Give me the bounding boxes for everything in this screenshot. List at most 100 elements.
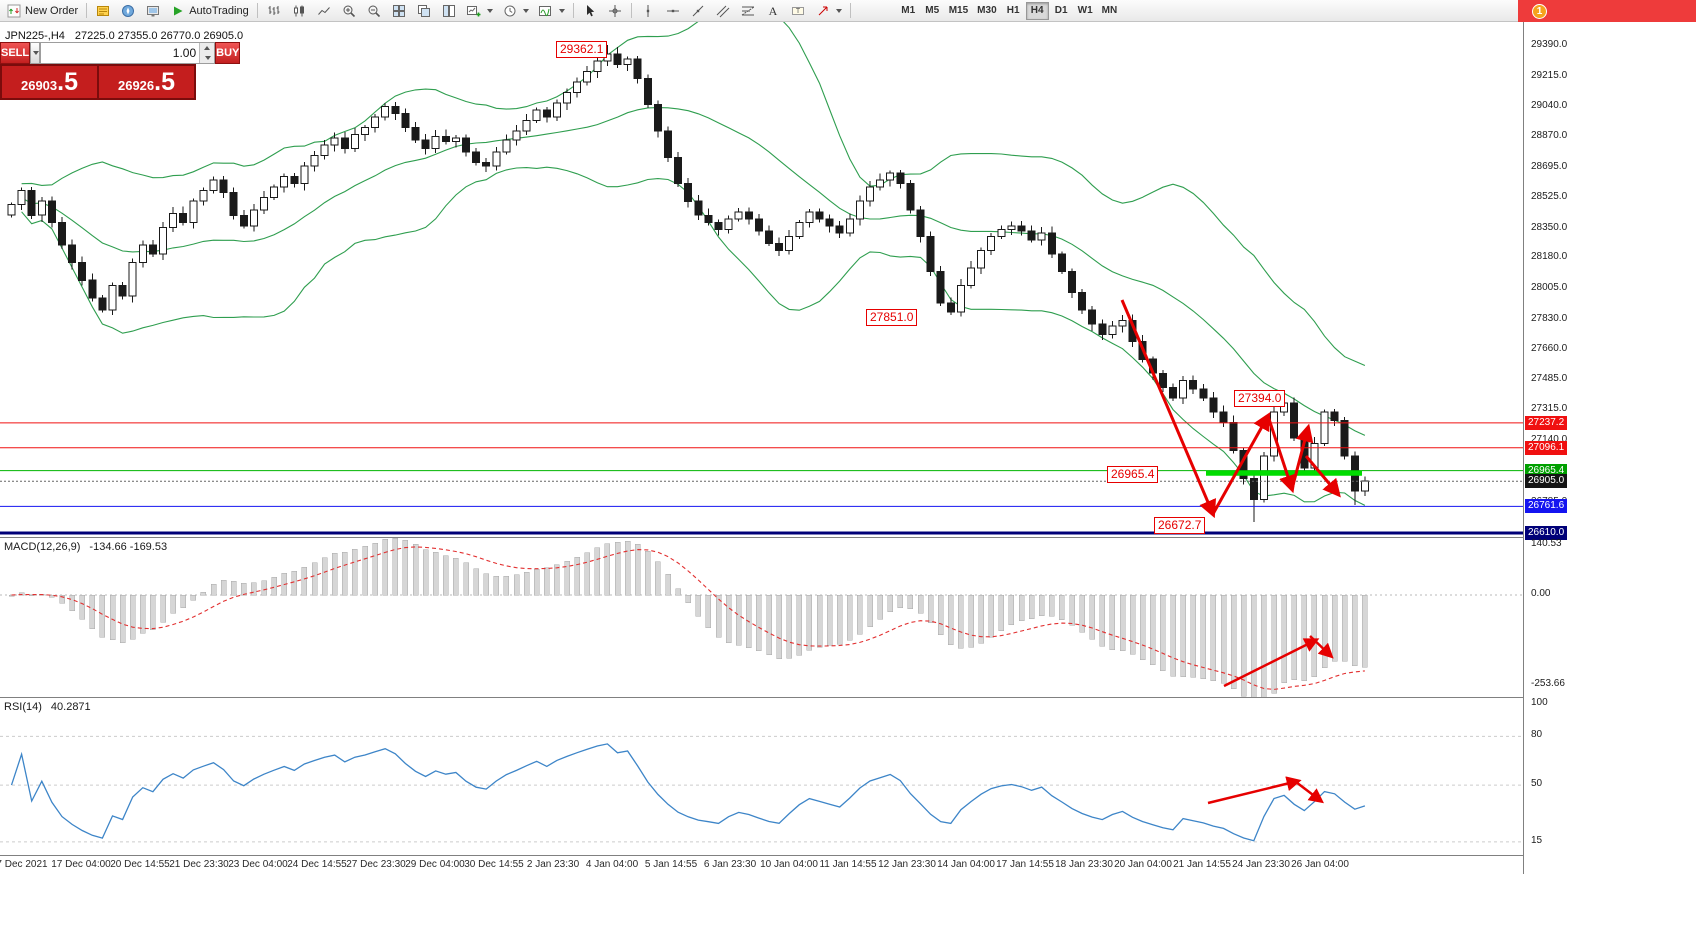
text-icon: A xyxy=(768,4,777,18)
macd-bar xyxy=(1240,594,1247,697)
rsi-arrow[interactable] xyxy=(1207,776,1302,805)
indicators-button[interactable] xyxy=(534,1,569,21)
volume-up-button[interactable] xyxy=(200,43,215,53)
new-chart-button[interactable] xyxy=(462,1,497,21)
channel-tool-button[interactable] xyxy=(711,1,735,21)
time-axis[interactable]: 7 Dec 2021 17 Dec 04:00 20 Dec 14:55 21 Dec… xyxy=(0,855,1523,874)
candle xyxy=(542,109,551,118)
line-chart-button[interactable] xyxy=(312,1,336,21)
trend-arrow[interactable] xyxy=(1211,412,1271,515)
price-callout[interactable]: 29362.1 xyxy=(556,41,608,58)
macd-bar xyxy=(655,561,661,596)
price-chart-panel[interactable]: JPN225-,H4 27225.0 27355.0 26770.0 26905… xyxy=(0,22,1523,537)
price-callout[interactable]: 27851.0 xyxy=(866,309,918,326)
macd-bar xyxy=(675,588,681,596)
toolbar-separator xyxy=(572,3,574,18)
candle xyxy=(886,172,895,181)
rsi-arrow[interactable] xyxy=(1295,781,1324,804)
zoom-out-button[interactable] xyxy=(362,1,386,21)
market-watch-button[interactable] xyxy=(91,1,115,21)
timeframe-w1[interactable]: W1 xyxy=(1077,5,1093,16)
horizontal-line-tool-button[interactable] xyxy=(661,1,685,21)
macd-bar xyxy=(695,594,702,617)
macd-bar xyxy=(1028,594,1035,619)
rsi-line xyxy=(10,743,1366,842)
timeframe-d1[interactable]: D1 xyxy=(1054,5,1068,16)
macd-panel[interactable]: MACD(12,26,9) -134.66 -169.53 xyxy=(0,537,1523,697)
trend-arrow[interactable] xyxy=(1120,299,1216,519)
candle xyxy=(744,211,753,220)
price-callout[interactable]: 27394.0 xyxy=(1234,390,1286,407)
volume-down-button[interactable] xyxy=(200,53,215,63)
buy-price[interactable]: 26926 .5 xyxy=(99,66,194,98)
zoom-in-button[interactable] xyxy=(337,1,361,21)
vertical-line-tool-button[interactable] xyxy=(636,1,660,21)
terminal-button[interactable] xyxy=(141,1,165,21)
buy-button[interactable]: BUY xyxy=(215,42,241,64)
price-axis-label: 28180.0 xyxy=(1531,251,1568,263)
macd-bar xyxy=(1089,594,1095,640)
time-axis-label: 27 Dec 23:30 xyxy=(346,859,406,870)
macd-bar xyxy=(220,580,227,596)
rsi-name: RSI(14) xyxy=(4,701,42,713)
text-label-tool-button[interactable]: T xyxy=(786,1,810,21)
macd-bar xyxy=(1291,594,1297,680)
text-label-icon: T xyxy=(791,6,804,15)
symbol-period-label: JPN225-,H4 xyxy=(5,30,65,42)
tile-windows-button[interactable] xyxy=(387,1,411,21)
candle xyxy=(451,137,460,142)
timeframe-h1[interactable]: H1 xyxy=(1006,5,1020,16)
candle xyxy=(916,209,925,237)
trend-arrow[interactable] xyxy=(1290,423,1314,490)
fibonacci-tool-button[interactable] xyxy=(736,1,760,21)
sell-price[interactable]: 26903 .5 xyxy=(2,66,97,98)
price-axis[interactable]: 29390.0 29215.0 29040.0 28870.0 28695.0 28525… xyxy=(1523,22,1696,874)
trade-panel-controls: SELL BUY xyxy=(0,42,241,64)
timeframe-m30[interactable]: M30 xyxy=(977,5,997,16)
crosshair-button[interactable] xyxy=(603,1,627,21)
arrows-tool-button[interactable] xyxy=(811,1,846,21)
macd-arrow[interactable] xyxy=(1223,638,1320,688)
trendline-tool-button[interactable] xyxy=(686,1,710,21)
navigator-button[interactable] xyxy=(116,1,140,21)
timeframe-h4[interactable]: H4 xyxy=(1025,1,1049,20)
price-callout[interactable]: 26965.4 xyxy=(1107,466,1159,483)
timeframe-m5[interactable]: M5 xyxy=(925,5,940,16)
timeframe-mn[interactable]: MN xyxy=(1101,5,1118,16)
candlestick-chart-button[interactable] xyxy=(287,1,311,21)
macd-bar xyxy=(1139,594,1146,660)
timeframe-m15[interactable]: M15 xyxy=(948,5,969,16)
candle xyxy=(583,70,592,83)
price-callout[interactable]: 26672.7 xyxy=(1154,517,1206,534)
sell-button[interactable]: SELL xyxy=(0,42,31,64)
cursor-button[interactable] xyxy=(578,1,602,21)
periods-button[interactable] xyxy=(498,1,533,21)
candle xyxy=(1320,411,1329,444)
order-type-dropdown[interactable] xyxy=(30,42,41,64)
macd-arrow[interactable] xyxy=(1309,635,1334,659)
trendline-icon xyxy=(692,5,704,16)
candle xyxy=(1249,478,1258,501)
candle xyxy=(613,53,622,65)
cascade-windows-button[interactable] xyxy=(412,1,436,21)
trend-arrow[interactable] xyxy=(1266,415,1297,494)
trend-arrow[interactable] xyxy=(1304,455,1341,498)
rsi-panel[interactable]: RSI(14) 40.2871 xyxy=(0,697,1523,855)
new-order-button[interactable]: New Order xyxy=(2,1,82,21)
autotrading-button[interactable]: AutoTrading xyxy=(166,1,253,21)
bar-chart-button[interactable] xyxy=(262,1,286,21)
rsi-value: 40.2871 xyxy=(50,701,91,713)
volume-input[interactable] xyxy=(41,43,200,63)
svg-text:A: A xyxy=(768,4,777,18)
notification-badge[interactable]: 1 xyxy=(1532,3,1547,19)
text-tool-button[interactable]: A xyxy=(761,1,785,21)
price-axis-label: 27660.0 xyxy=(1531,342,1568,354)
macd-bar xyxy=(513,574,520,596)
macd-bar xyxy=(1251,594,1257,697)
candle xyxy=(997,228,1006,237)
candle xyxy=(1209,397,1218,413)
bollinger-lower xyxy=(21,166,1366,506)
candle xyxy=(876,179,885,188)
timeframe-m1[interactable]: M1 xyxy=(901,5,916,16)
tile-vertical-button[interactable] xyxy=(437,1,461,21)
